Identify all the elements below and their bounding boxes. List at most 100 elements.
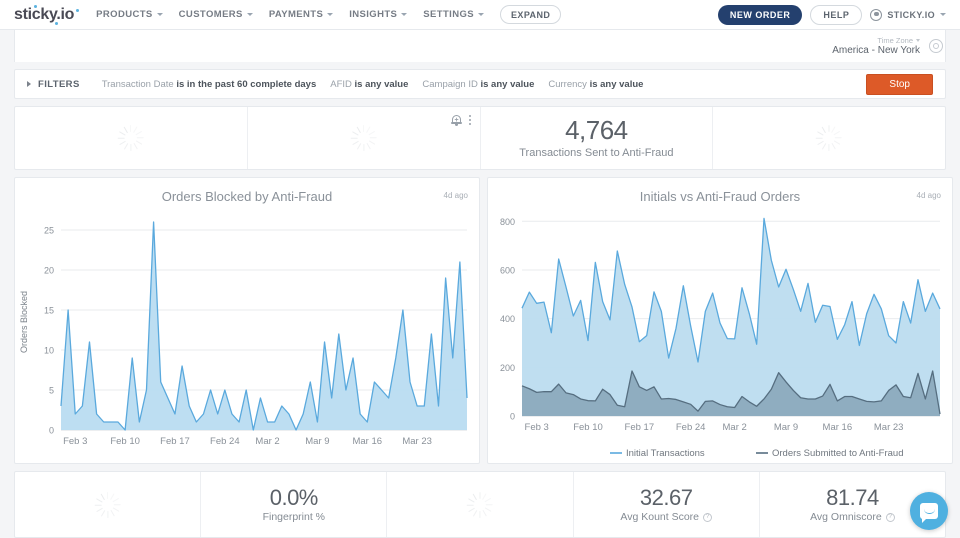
filters-bar: FILTERS Transaction Date is in the past … <box>14 69 946 99</box>
chevron-down-icon <box>478 13 485 16</box>
kpi-value: 0.0% <box>269 484 319 510</box>
nav-label: PAYMENTS <box>268 9 324 20</box>
kpi-card-avg-kount-score[interactable]: 32.67 Avg Kount Score ? <box>574 472 760 537</box>
filter-value: is any value <box>354 78 409 90</box>
svg-text:Mar 23: Mar 23 <box>402 436 432 447</box>
filter-chip-campaign-id[interactable]: Campaign ID is any value <box>422 79 534 90</box>
chevron-down-icon <box>940 13 946 16</box>
logo-dot-icon <box>76 8 79 12</box>
account-menu[interactable]: STICKY.IO <box>870 8 946 21</box>
kpi-label-text: Transactions Sent to Anti-Fraud <box>519 146 674 159</box>
filters-title[interactable]: FILTERS <box>38 78 80 90</box>
top-kpi-row: + 4,764 Transactions Sent to Anti-Fraud <box>14 106 946 170</box>
loading-spinner-icon <box>466 491 493 518</box>
loading-spinner-icon <box>350 125 377 151</box>
kpi-label-text: Avg Omniscore <box>810 511 882 524</box>
chart-card-orders-blocked[interactable]: Orders Blocked by Anti-Fraud 4d ago 0 5 10… <box>14 177 480 464</box>
orders-blocked-chart: 0 5 10 15 20 25 Feb 3 Feb 10 Feb 17 Feb 24 Mar 2 Ma… <box>19 221 468 447</box>
svg-text:Feb 3: Feb 3 <box>63 436 87 447</box>
sticky-io-logo[interactable]: sticky.io <box>14 4 79 25</box>
svg-text:10: 10 <box>44 346 54 356</box>
filter-chip-currency[interactable]: Currency is any value <box>548 79 643 90</box>
nav-item-payments[interactable]: PAYMENTS <box>268 9 334 20</box>
chart-title: Orders Blocked by Anti-Fraud <box>161 189 333 204</box>
svg-text:Feb 17: Feb 17 <box>160 436 190 447</box>
logo-dot-icon <box>34 4 37 8</box>
chevron-right-icon[interactable] <box>27 81 31 87</box>
new-order-button[interactable]: NEW ORDER <box>717 4 803 25</box>
chart-card-initials-vs-anti-fraud[interactable]: Initials vs Anti-Fraud Orders 4d ago 0 20… <box>487 177 953 464</box>
help-tooltip-icon[interactable]: ? <box>885 512 895 522</box>
svg-text:Feb 17: Feb 17 <box>625 422 655 433</box>
filter-field: Campaign ID <box>422 78 478 90</box>
filter-field: AFID <box>330 78 352 90</box>
kpi-label: Avg Omniscore ? <box>810 511 895 523</box>
kpi-card-loading-2[interactable]: + <box>248 107 481 169</box>
chevron-down-icon <box>156 13 163 16</box>
expand-button[interactable]: EXPAND <box>500 5 562 24</box>
nav-item-customers[interactable]: CUSTOMERS <box>179 9 253 20</box>
nav-item-settings[interactable]: SETTINGS <box>423 9 485 20</box>
chevron-down-icon <box>327 13 334 16</box>
chevron-down-icon <box>916 38 920 42</box>
gear-icon[interactable] <box>929 39 943 53</box>
svg-text:600: 600 <box>500 265 515 275</box>
kpi-card-fingerprint-pct[interactable]: 0.0% Fingerprint % <box>201 472 388 537</box>
filter-chip-transaction-date[interactable]: Transaction Date is in the past 60 compl… <box>102 79 317 90</box>
filter-field: Transaction Date <box>101 78 174 90</box>
nav-item-insights[interactable]: INSIGHTS <box>349 9 408 20</box>
svg-text:Feb 3: Feb 3 <box>525 422 549 433</box>
svg-text:Orders Submitted to Anti-Fraud: Orders Submitted to Anti-Fraud <box>772 448 903 459</box>
svg-text:25: 25 <box>44 226 54 236</box>
kpi-card-loading-3[interactable] <box>713 107 945 169</box>
svg-text:800: 800 <box>500 217 515 227</box>
more-options-icon[interactable] <box>468 115 471 125</box>
kpi-card-avg-omniscore[interactable]: 81.74 Avg Omniscore ? <box>760 472 945 537</box>
kpi-label: Fingerprint % <box>263 511 325 523</box>
kpi-value: 81.74 <box>826 484 879 510</box>
alert-bell-add-icon[interactable]: + <box>450 114 462 126</box>
kpi-card-loading-1[interactable] <box>15 107 248 169</box>
filter-field: Currency <box>548 78 587 90</box>
filter-value: is in the past 60 complete days <box>176 78 317 90</box>
account-name: STICKY.IO <box>887 9 935 20</box>
stop-button[interactable]: Stop <box>866 73 933 95</box>
kpi-card-transactions-sent-to-anti-fraud[interactable]: 4,764 Transactions Sent to Anti-Fraud <box>481 107 714 169</box>
chart-title: Initials vs Anti-Fraud Orders <box>639 189 801 204</box>
timezone-label-row: Time Zone <box>832 36 920 45</box>
kpi-label: Avg Kount Score ? <box>620 511 713 523</box>
filter-value: is any value <box>480 78 535 90</box>
timezone-value: America - New York <box>832 44 920 56</box>
svg-text:Orders Blocked: Orders Blocked <box>19 291 29 353</box>
bottom-kpi-row: 0.0% Fingerprint % 32.67 Avg Kount Score… <box>14 471 946 538</box>
kpi-card-loading-4[interactable] <box>15 472 202 537</box>
svg-text:Initial Transactions: Initial Transactions <box>626 448 705 459</box>
svg-text:400: 400 <box>500 314 515 324</box>
chat-widget-button[interactable] <box>910 492 948 530</box>
filter-value: is any value <box>589 78 644 90</box>
kpi-card-loading-5[interactable] <box>387 472 574 537</box>
nav-label: CUSTOMERS <box>178 9 243 20</box>
svg-text:Feb 10: Feb 10 <box>573 422 603 433</box>
nav-item-products[interactable]: PRODUCTS <box>96 9 163 20</box>
timezone-bar: Time Zone America - New York <box>14 30 946 62</box>
filter-chip-afid[interactable]: AFID is any value <box>330 79 408 90</box>
timezone-selector[interactable]: Time Zone America - New York <box>832 36 920 57</box>
kpi-label-text: Fingerprint % <box>262 511 326 524</box>
svg-text:Mar 16: Mar 16 <box>823 422 853 433</box>
charts-row: Orders Blocked by Anti-Fraud 4d ago 0 5 10… <box>14 177 953 464</box>
page-body: Time Zone America - New York FILTERS Tra… <box>0 30 960 538</box>
kpi-value: 32.67 <box>639 484 693 510</box>
help-tooltip-icon[interactable]: ? <box>703 512 713 522</box>
nav-right-group: NEW ORDER HELP STICKY.IO <box>717 4 946 25</box>
avatar-icon <box>870 8 883 21</box>
svg-text:5: 5 <box>49 386 54 396</box>
loading-spinner-icon <box>94 491 121 518</box>
logo-dot-icon <box>55 21 58 25</box>
kpi-value: 4,764 <box>565 115 628 146</box>
timezone-label: Time Zone <box>877 35 913 45</box>
help-button[interactable]: HELP <box>810 4 863 25</box>
svg-text:Feb 24: Feb 24 <box>210 436 240 447</box>
kpi-label: Transactions Sent to Anti-Fraud <box>519 147 673 159</box>
loading-spinner-icon <box>117 125 144 151</box>
